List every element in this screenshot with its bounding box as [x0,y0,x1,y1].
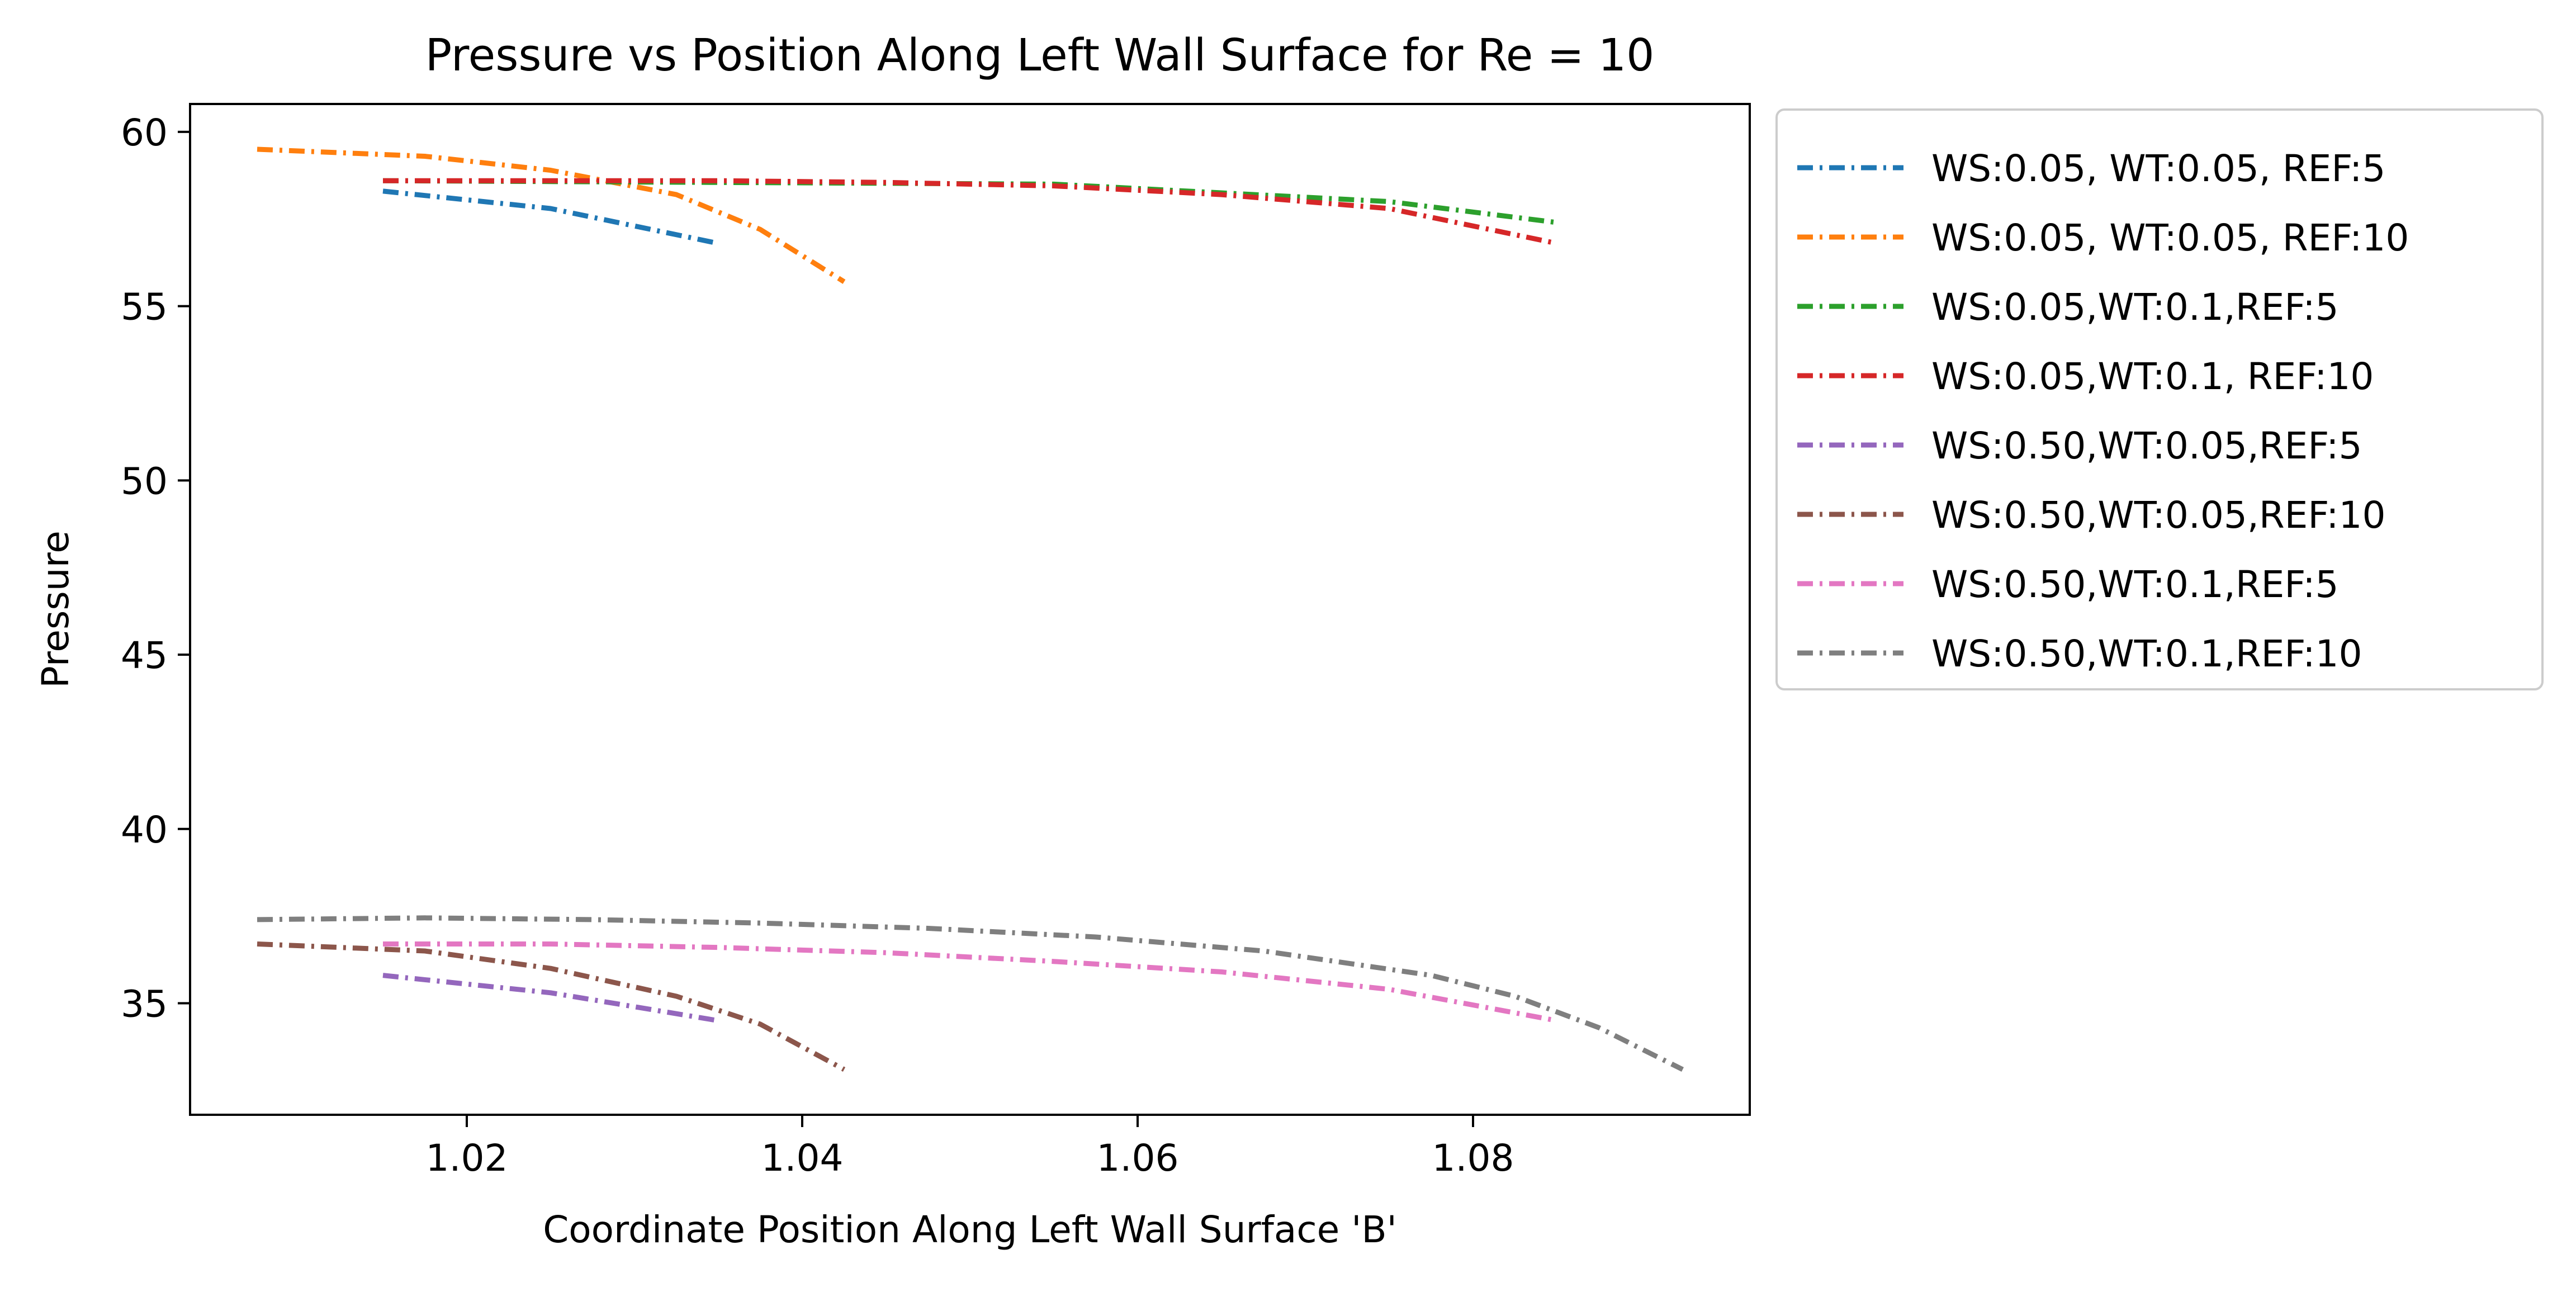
y-axis-label: Pressure [34,531,77,688]
y-tick-label: 50 [121,460,168,503]
y-tick-label: 45 [121,634,168,677]
chart-title: Pressure vs Position Along Left Wall Sur… [425,30,1655,81]
legend-label: WS:0.50,WT:0.05,REF:10 [1931,494,2385,537]
series-line-3 [382,178,1557,225]
legend-box [1775,108,2544,690]
x-axis-label: Coordinate Position Along Left Wall Surf… [543,1208,1397,1251]
legend-label: WS:0.05, WT:0.05, REF:5 [1931,147,2385,190]
series-line-6 [257,941,846,1072]
x-tick-label: 1.08 [1432,1137,1514,1180]
x-axis-ticks: 1.02 1.04 1.06 1.08 [426,1115,1514,1180]
y-tick-label: 60 [121,111,168,154]
y-axis-ticks: 35 40 45 50 55 60 [121,111,190,1025]
series-line-8 [257,915,1684,1072]
series-line-2 [257,146,846,284]
legend-label: WS:0.50,WT:0.1,REF:10 [1931,632,2362,675]
y-tick-label: 40 [121,808,168,851]
legend-label: WS:0.50,WT:0.05,REF:5 [1931,424,2362,467]
series-line-4 [383,178,1557,246]
legend-items: WS:0.05, WT:0.05, REF:5 WS:0.05, WT:0.05,… [1797,147,2409,675]
plot-area-frame [189,103,1751,1116]
legend-label: WS:0.50,WT:0.1,REF:5 [1931,563,2338,606]
x-tick-label: 1.02 [426,1137,508,1180]
y-tick-label: 35 [121,982,168,1025]
legend-label: WS:0.05, WT:0.05, REF:10 [1931,216,2409,259]
series-layer [257,146,1684,1072]
series-line-1 [382,188,719,246]
legend: WS:0.05, WT:0.05, REF:5 WS:0.05, WT:0.05,… [1775,108,2544,690]
series-line-7 [383,941,1557,1024]
series-line-5 [382,973,719,1024]
legend-label: WS:0.05,WT:0.1,REF:5 [1931,286,2338,329]
x-tick-label: 1.04 [761,1137,844,1180]
y-tick-label: 55 [121,286,168,329]
x-tick-label: 1.06 [1097,1137,1179,1180]
legend-label: WS:0.05,WT:0.1, REF:10 [1931,355,2374,398]
